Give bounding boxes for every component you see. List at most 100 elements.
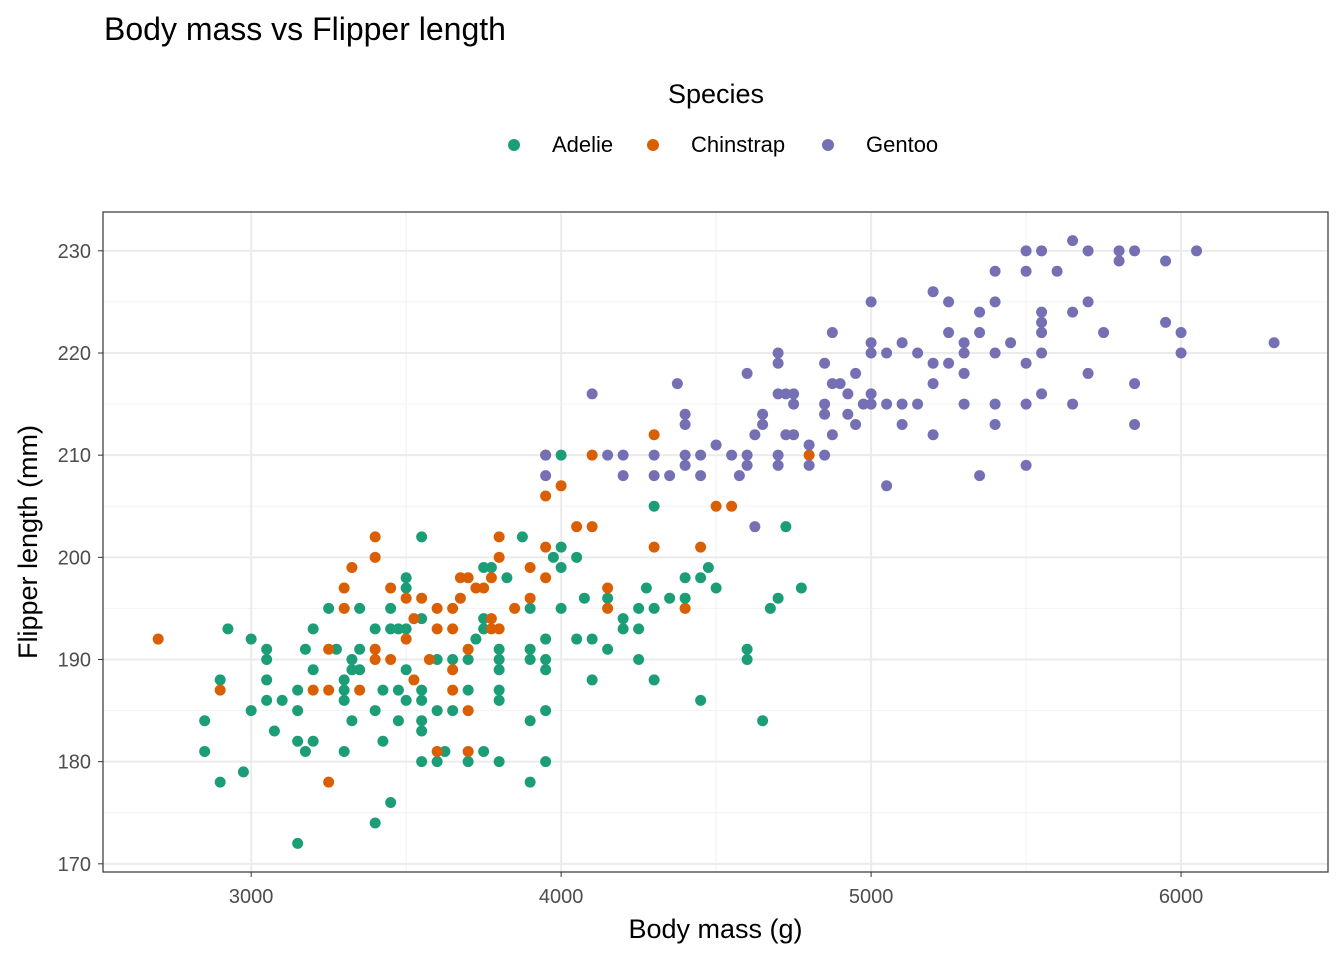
legend-key-adelie (508, 139, 520, 151)
data-point-adelie (540, 633, 552, 645)
data-point-adelie (222, 623, 234, 635)
data-point-adelie (524, 653, 536, 665)
data-point-gentoo (958, 367, 970, 379)
data-point-gentoo (648, 470, 660, 482)
data-point-gentoo (896, 337, 908, 349)
data-point-adelie (648, 674, 660, 686)
data-point-adelie (547, 551, 559, 563)
data-point-gentoo (695, 449, 707, 461)
data-point-adelie (679, 572, 691, 584)
data-point-gentoo (1020, 459, 1032, 471)
data-point-gentoo (741, 459, 753, 471)
data-point-adelie (493, 694, 505, 706)
data-point-adelie (416, 715, 428, 727)
data-point-adelie (578, 592, 590, 604)
data-point-gentoo (974, 470, 986, 482)
data-point-gentoo (927, 286, 939, 298)
y-axis-label: Flipper length (mm) (13, 425, 43, 659)
data-point-chinstrap (540, 490, 552, 502)
data-point-gentoo (780, 429, 792, 441)
data-point-gentoo (1129, 245, 1141, 257)
data-point-adelie (330, 643, 342, 655)
data-point-adelie (648, 602, 660, 614)
data-point-adelie (493, 756, 505, 768)
data-point-gentoo (1129, 378, 1141, 390)
data-point-adelie (640, 582, 652, 594)
data-point-adelie (431, 756, 443, 768)
data-point-adelie (307, 664, 319, 676)
data-point-adelie (602, 643, 614, 655)
data-point-gentoo (826, 429, 838, 441)
data-point-adelie (261, 653, 273, 665)
data-point-gentoo (1175, 327, 1187, 339)
data-point-gentoo (803, 439, 815, 451)
data-point-adelie (586, 674, 598, 686)
data-point-chinstrap (323, 684, 335, 696)
data-point-adelie (478, 613, 490, 625)
data-point-gentoo (958, 337, 970, 349)
data-point-adelie (354, 602, 366, 614)
data-point-chinstrap (338, 602, 350, 614)
data-point-chinstrap (540, 572, 552, 584)
data-point-adelie (524, 715, 536, 727)
data-point-gentoo (772, 347, 784, 359)
data-point-gentoo (865, 388, 877, 400)
data-point-chinstrap (423, 653, 435, 665)
data-point-adelie (261, 643, 273, 655)
data-point-adelie (307, 735, 319, 747)
y-tick-label: 170 (58, 854, 91, 876)
data-point-adelie (679, 592, 691, 604)
data-point-adelie (555, 541, 567, 553)
data-point-adelie (695, 694, 707, 706)
data-point-adelie (245, 705, 257, 717)
data-point-adelie (741, 653, 753, 665)
data-point-chinstrap (602, 602, 614, 614)
data-point-gentoo (772, 459, 784, 471)
data-point-chinstrap (385, 582, 397, 594)
data-point-adelie (385, 602, 397, 614)
data-point-adelie (416, 684, 428, 696)
data-point-adelie (268, 725, 280, 737)
data-point-adelie (493, 653, 505, 665)
x-axis-label: Body mass (g) (628, 914, 802, 944)
data-point-adelie (416, 756, 428, 768)
data-point-chinstrap (408, 674, 420, 686)
data-point-adelie (245, 633, 257, 645)
data-point-chinstrap (478, 582, 490, 594)
data-point-adelie (431, 653, 443, 665)
data-point-gentoo (989, 419, 1001, 431)
data-point-chinstrap (408, 613, 420, 625)
data-point-gentoo (1036, 316, 1048, 328)
data-point-chinstrap (431, 745, 443, 757)
data-point-gentoo (819, 398, 831, 410)
data-point-adelie (400, 694, 412, 706)
data-point-adelie (648, 500, 660, 512)
data-point-gentoo (1005, 337, 1017, 349)
data-point-adelie (307, 623, 319, 635)
data-point-chinstrap (431, 602, 443, 614)
data-point-adelie (555, 562, 567, 574)
data-point-adelie (276, 694, 288, 706)
data-point-adelie (555, 449, 567, 461)
data-point-gentoo (679, 419, 691, 431)
data-point-adelie (392, 715, 404, 727)
data-point-adelie (493, 684, 505, 696)
data-point-gentoo (1268, 337, 1280, 349)
data-point-adelie (400, 623, 412, 635)
data-point-gentoo (1051, 265, 1063, 277)
data-point-chinstrap (648, 429, 660, 441)
data-point-adelie (400, 582, 412, 594)
data-point-adelie (237, 766, 249, 778)
data-point-adelie (524, 602, 536, 614)
data-point-chinstrap (524, 562, 536, 574)
data-point-adelie (617, 623, 629, 635)
data-point-gentoo (1175, 347, 1187, 359)
data-point-adelie (524, 643, 536, 655)
data-point-gentoo (1129, 419, 1141, 431)
data-point-adelie (524, 776, 536, 788)
data-point-gentoo (865, 296, 877, 308)
x-tick-label: 6000 (1159, 886, 1204, 908)
data-point-gentoo (826, 378, 838, 390)
data-point-adelie (540, 664, 552, 676)
